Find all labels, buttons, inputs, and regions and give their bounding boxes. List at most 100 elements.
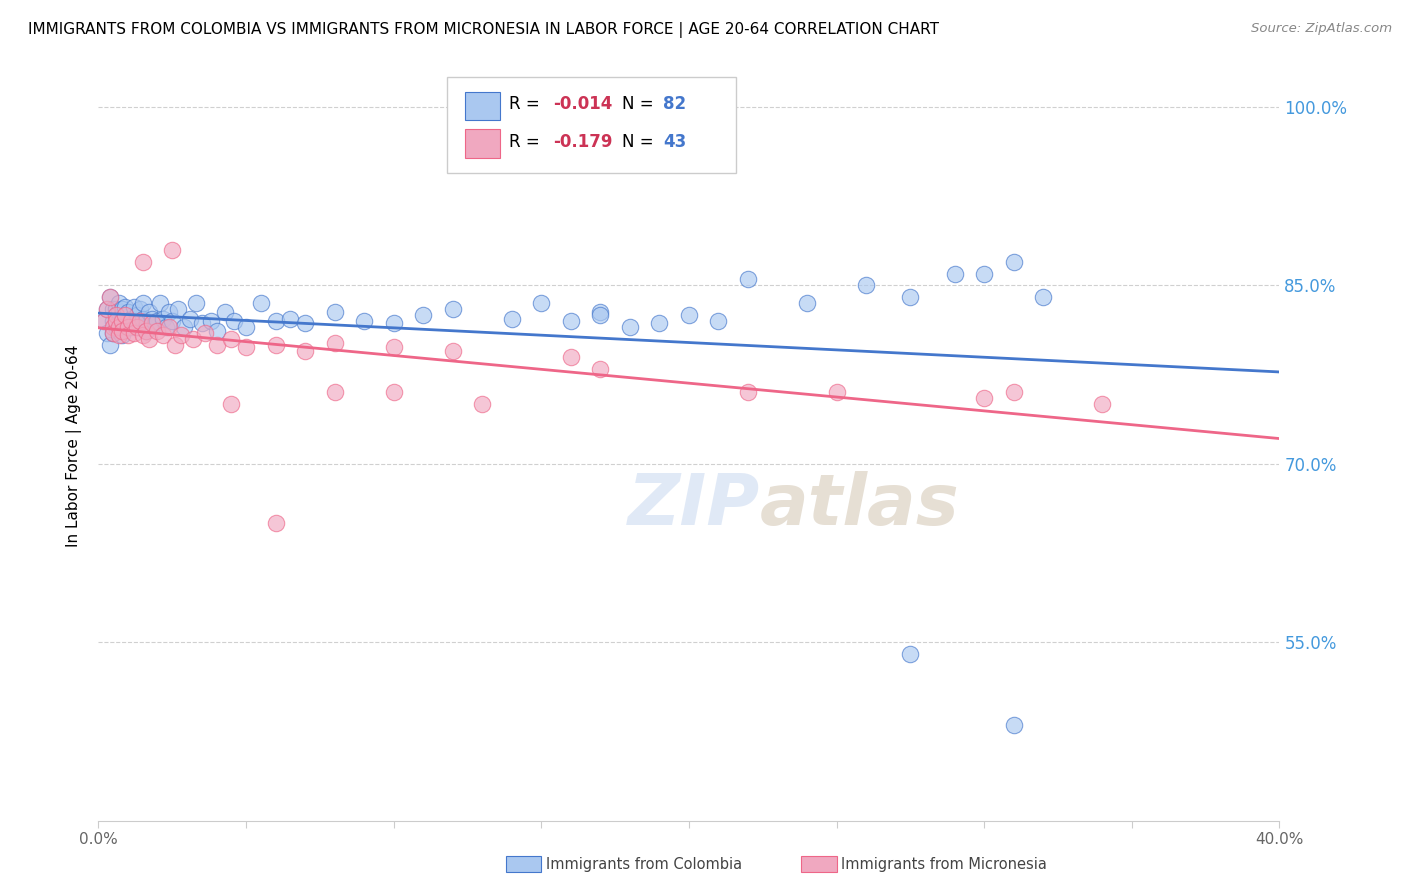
Point	[471, 397, 494, 411]
Point	[200, 314, 222, 328]
Point	[382, 340, 405, 354]
Point	[93, 314, 115, 328]
Point	[103, 326, 125, 340]
Point	[184, 296, 207, 310]
Point	[138, 332, 160, 346]
Point	[117, 314, 139, 328]
Point	[103, 302, 125, 317]
Point	[120, 311, 142, 326]
Point	[122, 317, 145, 331]
Text: 82: 82	[664, 95, 686, 113]
Point	[501, 311, 523, 326]
Point	[114, 308, 136, 322]
Point	[900, 647, 922, 661]
Text: -0.014: -0.014	[553, 95, 613, 113]
Point	[111, 314, 134, 328]
Text: ZIP: ZIP	[627, 472, 759, 541]
Point	[111, 328, 134, 343]
Text: R =: R =	[509, 133, 546, 151]
Point	[619, 320, 641, 334]
Point	[1002, 718, 1025, 732]
Point	[323, 385, 346, 400]
Point	[103, 320, 125, 334]
Point	[93, 314, 115, 328]
Point	[323, 335, 346, 350]
Point	[412, 308, 434, 322]
Point	[111, 324, 134, 338]
Point	[141, 317, 163, 331]
Point	[128, 320, 150, 334]
Point	[1091, 397, 1114, 411]
Point	[117, 328, 139, 343]
Point	[132, 311, 155, 326]
Point	[146, 324, 169, 338]
Point	[194, 326, 217, 340]
Point	[560, 350, 582, 364]
Point	[181, 332, 204, 346]
Point	[108, 324, 131, 338]
Point	[264, 338, 287, 352]
Point	[589, 304, 612, 318]
Point	[589, 308, 612, 322]
Point	[108, 320, 131, 334]
Point	[122, 300, 145, 314]
Point	[900, 290, 922, 304]
Point	[221, 332, 243, 346]
Point	[143, 317, 166, 331]
Point	[214, 304, 236, 318]
Point	[264, 314, 287, 328]
Point	[128, 314, 150, 328]
Point	[173, 320, 195, 334]
Point	[170, 328, 193, 343]
Point	[224, 314, 246, 328]
Point	[165, 338, 187, 352]
Point	[1002, 254, 1025, 268]
Point	[103, 314, 125, 328]
Text: N =: N =	[621, 95, 658, 113]
Point	[589, 361, 612, 376]
Point	[707, 314, 730, 328]
Point	[135, 324, 157, 338]
Text: -0.179: -0.179	[553, 133, 613, 151]
Text: N =: N =	[621, 133, 658, 151]
Point	[250, 296, 273, 310]
Text: Source: ZipAtlas.com: Source: ZipAtlas.com	[1251, 22, 1392, 36]
Text: Immigrants from Colombia: Immigrants from Colombia	[546, 857, 741, 871]
Point	[205, 338, 228, 352]
Point	[132, 296, 155, 310]
Point	[108, 296, 131, 310]
Point	[205, 324, 228, 338]
Point	[157, 304, 180, 318]
Point	[96, 326, 118, 340]
Point	[530, 296, 553, 310]
Point	[117, 320, 139, 334]
Point	[105, 302, 128, 317]
Point	[353, 314, 375, 328]
Point	[122, 326, 145, 340]
Text: atlas: atlas	[759, 472, 959, 541]
Point	[152, 328, 174, 343]
Point	[141, 311, 163, 326]
Point	[114, 317, 136, 331]
Point	[146, 314, 169, 328]
Point	[943, 267, 966, 281]
Point	[294, 343, 316, 358]
Point	[138, 304, 160, 318]
Point	[973, 392, 995, 406]
Point	[125, 308, 148, 322]
Point	[105, 320, 128, 334]
Point	[135, 324, 157, 338]
Point	[96, 302, 118, 317]
Point	[737, 385, 759, 400]
Point	[560, 314, 582, 328]
Point	[105, 308, 128, 322]
Point	[796, 296, 818, 310]
Point	[179, 311, 201, 326]
Point	[120, 320, 142, 334]
Bar	[464, 129, 501, 158]
Point	[98, 290, 121, 304]
Point	[737, 272, 759, 286]
Point	[323, 304, 346, 318]
Point	[167, 302, 190, 317]
Point	[108, 328, 131, 343]
